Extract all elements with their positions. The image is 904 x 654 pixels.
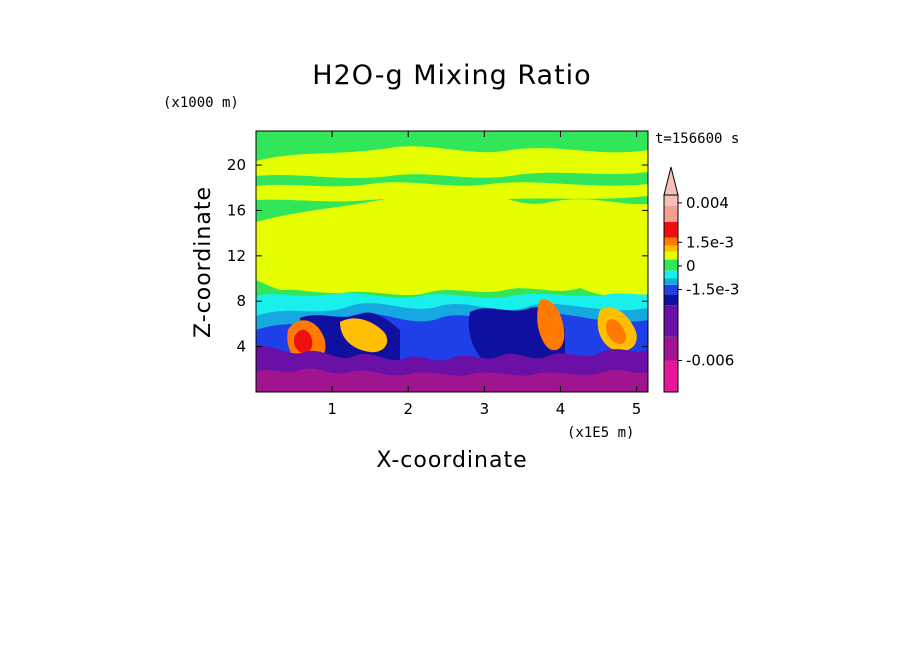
x-tick-label: 2 bbox=[403, 400, 413, 418]
colorbar-extension-arrow bbox=[663, 166, 679, 196]
colorbar-segment bbox=[664, 305, 678, 337]
colorbar-label: -1.5e-3 bbox=[686, 281, 739, 299]
colorbar-segment bbox=[664, 284, 678, 295]
colorbar-segment bbox=[664, 270, 678, 279]
upper-yellow-streak bbox=[256, 182, 648, 202]
colorbar-segment bbox=[664, 245, 678, 252]
magenta-bottom-layer bbox=[256, 368, 648, 392]
y-tick-label: 16 bbox=[227, 201, 246, 219]
colorbar-segment bbox=[664, 195, 678, 207]
colorbar-segment bbox=[664, 251, 678, 260]
colorbar-segment bbox=[664, 259, 678, 271]
y-axis: 4 8 12 16 20 bbox=[227, 156, 648, 356]
main-yellow-layer bbox=[256, 194, 648, 298]
chart-title: H2O-g Mixing Ratio bbox=[312, 60, 591, 91]
x-tick-label: 4 bbox=[556, 400, 566, 418]
hot-core-1 bbox=[293, 329, 313, 354]
warm-core-2 bbox=[340, 318, 388, 353]
contour-field bbox=[256, 131, 648, 392]
x-axis: 1 2 3 4 5 bbox=[327, 131, 641, 418]
colorbar-segment bbox=[664, 336, 678, 361]
colorbar-segment bbox=[664, 221, 678, 238]
x-tick-label: 1 bbox=[327, 400, 337, 418]
colorbar-label: 1.5e-3 bbox=[686, 233, 734, 251]
x-scale-label: (x1E5 m) bbox=[567, 425, 634, 441]
y-tick-label: 8 bbox=[236, 292, 246, 310]
colorbar-segment bbox=[664, 237, 678, 246]
colorbar-segment bbox=[664, 278, 678, 285]
upper-yellow-band bbox=[256, 146, 648, 178]
colorbar-segment bbox=[664, 206, 678, 222]
colorbar-frame bbox=[663, 194, 679, 393]
colorbar: 0.004 1.5e-3 0 -1.5e-3 -0.006 bbox=[663, 166, 739, 393]
colorbar-label: 0 bbox=[686, 257, 696, 275]
x-axis-title: X-coordinate bbox=[376, 448, 527, 473]
warm-core-3 bbox=[537, 299, 565, 351]
y-tick-label: 20 bbox=[227, 156, 246, 174]
x-tick-label: 3 bbox=[480, 400, 490, 418]
colorbar-label: 0.004 bbox=[686, 194, 729, 212]
hot-core-4 bbox=[606, 319, 627, 344]
y-axis-title: Z-coordinate bbox=[191, 186, 216, 338]
x-tick-label: 5 bbox=[632, 400, 642, 418]
time-label: t=156600 s bbox=[655, 131, 739, 147]
colorbar-segment bbox=[664, 294, 678, 306]
y-tick-label: 4 bbox=[236, 338, 246, 356]
colorbar-label: -0.006 bbox=[686, 351, 734, 369]
plot-frame bbox=[255, 130, 649, 393]
y-tick-label: 12 bbox=[227, 247, 246, 265]
y-scale-label: (x1000 m) bbox=[163, 95, 239, 111]
colorbar-segment bbox=[664, 360, 678, 392]
